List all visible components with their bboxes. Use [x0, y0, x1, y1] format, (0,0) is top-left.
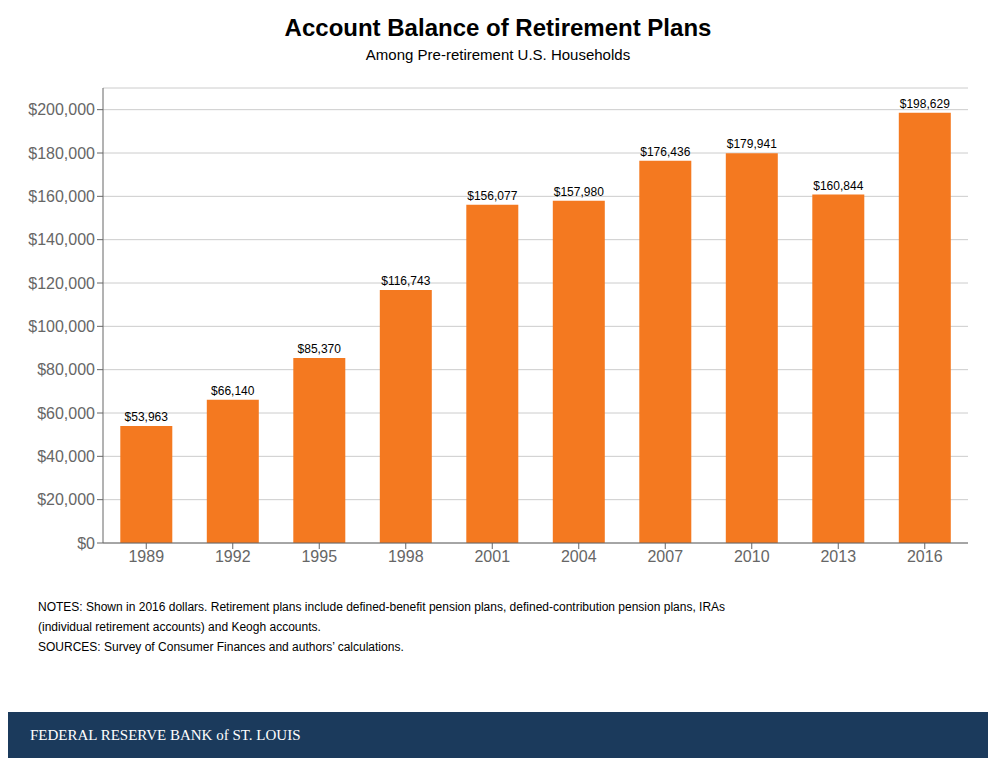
svg-text:$80,000: $80,000: [37, 361, 95, 378]
html-text:SOURCES: Survey of Consumer Fi: SOURCES: Survey of Consumer Finances and…: [38, 640, 404, 654]
svg-text:$179,941: $179,941: [727, 137, 777, 151]
svg-text:$116,743: $116,743: [381, 274, 430, 288]
svg-text:$100,000: $100,000: [28, 318, 95, 335]
svg-text:2013: 2013: [820, 548, 856, 565]
svg-text:$140,000: $140,000: [28, 231, 95, 248]
svg-text:$85,370: $85,370: [298, 342, 342, 356]
html-text:Among Pre-retirement U.S. Hous: Among Pre-retirement U.S. Households: [365, 46, 631, 63]
svg-text:$160,844: $160,844: [813, 179, 863, 193]
svg-text:1989: 1989: [128, 548, 164, 565]
html-text:(individual retirement account: (individual retirement accounts) and Keo…: [38, 620, 321, 634]
svg-text:1995: 1995: [301, 548, 337, 565]
svg-text:2016: 2016: [907, 548, 943, 565]
svg-text:$198,629: $198,629: [900, 97, 950, 111]
svg-text:$60,000: $60,000: [37, 405, 95, 422]
svg-text:$53,963: $53,963: [125, 410, 169, 424]
svg-text:$0: $0: [77, 535, 95, 552]
svg-text:$176,436: $176,436: [640, 145, 690, 159]
svg-text:$160,000: $160,000: [28, 188, 95, 205]
svg-text:$200,000: $200,000: [28, 101, 95, 118]
html-text:Account Balance of Retirement: Account Balance of Retirement Plans: [284, 14, 712, 41]
svg-text:$156,077: $156,077: [467, 189, 517, 203]
svg-text:2004: 2004: [561, 548, 597, 565]
html-text:NOTES: Shown in 2016 dollars.: NOTES: Shown in 2016 dollars. Retirement…: [38, 600, 726, 614]
svg-text:2010: 2010: [734, 548, 770, 565]
svg-text:2007: 2007: [647, 548, 683, 565]
svg-text:$180,000: $180,000: [28, 145, 95, 162]
svg-text:$66,140: $66,140: [211, 384, 255, 398]
svg-text:1992: 1992: [215, 548, 251, 565]
svg-text:1998: 1998: [388, 548, 424, 565]
svg-text:$157,980: $157,980: [554, 185, 604, 199]
svg-text:$40,000: $40,000: [37, 448, 95, 465]
html-text:FEDERAL RESERVE BANK of ST. LO: FEDERAL RESERVE BANK of ST. LOUIS: [30, 726, 301, 743]
svg-text:$120,000: $120,000: [28, 275, 95, 292]
svg-text:$20,000: $20,000: [37, 491, 95, 508]
svg-text:2001: 2001: [474, 548, 510, 565]
